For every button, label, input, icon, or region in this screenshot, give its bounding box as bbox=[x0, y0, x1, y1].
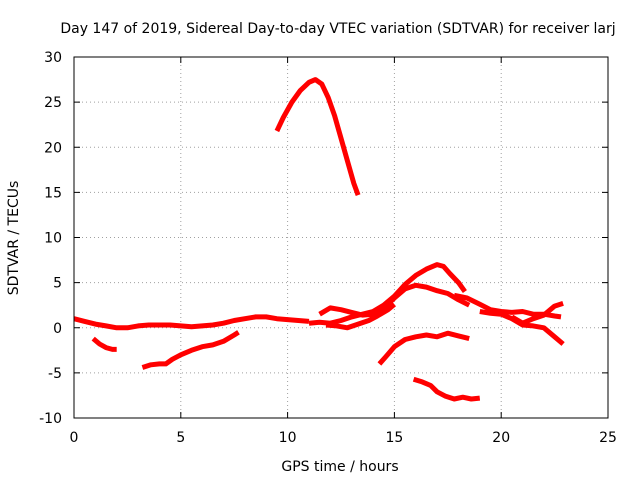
x-tick-label: 20 bbox=[492, 430, 510, 446]
x-tick-label: 15 bbox=[385, 430, 403, 446]
series-arc-4 bbox=[274, 77, 361, 196]
y-tick-label: 15 bbox=[44, 185, 62, 201]
series-arc-12 bbox=[510, 301, 564, 326]
x-axis-label: GPS time / hours bbox=[281, 459, 398, 475]
series-arc-9 bbox=[412, 376, 481, 402]
series-arc-3 bbox=[141, 330, 240, 370]
x-tick-label: 10 bbox=[279, 430, 297, 446]
series-arc-7 bbox=[325, 302, 397, 331]
series-arc-6 bbox=[318, 282, 471, 318]
chart-title: Day 147 of 2019, Sidereal Day-to-day VTE… bbox=[60, 21, 615, 37]
y-tick-label: 25 bbox=[44, 95, 62, 111]
x-tick-label: 5 bbox=[176, 430, 185, 446]
x-tick-label: 25 bbox=[599, 430, 617, 446]
y-tick-label: -10 bbox=[39, 411, 62, 427]
x-tick-label: 0 bbox=[70, 430, 79, 446]
y-tick-label: 10 bbox=[44, 231, 62, 247]
series-arc-1 bbox=[73, 314, 310, 331]
series-arc-8 bbox=[377, 330, 470, 366]
y-tick-label: 30 bbox=[44, 50, 62, 66]
series-arc-2 bbox=[91, 336, 117, 352]
y-tick-label: -5 bbox=[48, 366, 62, 382]
y-axis-label: SDTVAR / TECUs bbox=[6, 181, 22, 296]
series-layer bbox=[73, 77, 565, 402]
y-tick-label: 5 bbox=[53, 276, 62, 292]
tick-layer: 0 5 10 15 20 25 -10 -5 0 5 10 15 20 25 30 bbox=[39, 50, 617, 446]
grid-layer bbox=[74, 57, 608, 418]
y-tick-label: 0 bbox=[53, 321, 62, 337]
y-tick-label: 20 bbox=[44, 140, 62, 156]
